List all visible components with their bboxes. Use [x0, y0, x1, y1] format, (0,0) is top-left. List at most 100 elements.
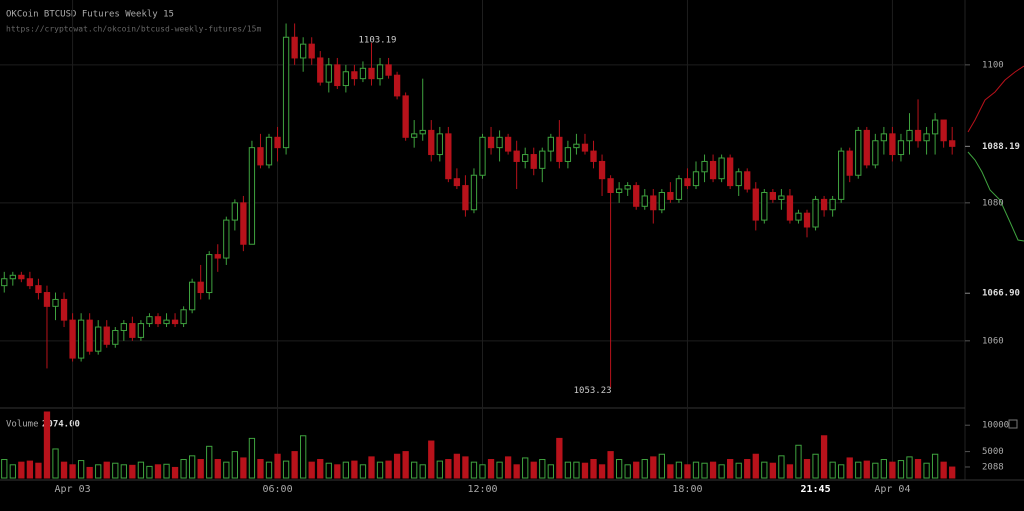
volume-bar: [897, 460, 905, 479]
candle-body: [240, 202, 247, 245]
candle-body: [43, 292, 51, 307]
candle-body: [641, 195, 648, 207]
close-button[interactable]: [1008, 419, 1018, 429]
candle-body: [206, 254, 213, 294]
candle-body: [744, 171, 751, 190]
candle-body: [77, 319, 85, 359]
volume-bar: [154, 464, 162, 479]
candle-body: [120, 323, 127, 331]
candle-body: [103, 326, 110, 345]
candle-body: [786, 195, 794, 221]
volume-bar: [863, 460, 870, 479]
candle-body: [829, 198, 836, 211]
volume-bar: [103, 461, 110, 479]
volume-bar: [914, 459, 922, 479]
volume-bar: [906, 456, 913, 479]
candle-body: [402, 95, 409, 138]
volume-bar: [786, 464, 794, 479]
extreme-label: 1053.23: [574, 386, 612, 396]
volume-bar: [18, 461, 25, 479]
volume-bar: [778, 455, 785, 479]
candle-body: [470, 174, 478, 211]
candle-body: [453, 178, 461, 187]
candle-body: [112, 329, 119, 345]
candle-body: [487, 136, 495, 149]
volume-bar: [556, 437, 563, 479]
volume-bar: [607, 451, 614, 479]
chart-title: OKCoin BTCUSD Futures Weekly 15: [6, 10, 174, 20]
volume-bar: [248, 437, 256, 479]
candle-body: [735, 171, 742, 187]
candle-body: [752, 188, 759, 221]
volume-bar: [325, 462, 332, 479]
depth-asks: [967, 65, 1024, 133]
candle-body: [778, 195, 785, 200]
volume-bar: [496, 461, 503, 479]
volume-bar: [522, 457, 529, 479]
volume-bar: [470, 461, 478, 479]
volume-bar: [274, 453, 281, 479]
volume-bar: [342, 461, 350, 479]
volume-bar: [129, 464, 136, 479]
y-tick-label: 1080: [982, 198, 1004, 208]
price-marker-label: 1066.90: [982, 289, 1020, 299]
volume-bar: [598, 464, 606, 479]
volume-bar: [163, 463, 170, 479]
candle-body: [650, 195, 657, 211]
volume-bar: [590, 459, 597, 479]
candle-body: [761, 191, 768, 221]
volume-bar: [52, 448, 59, 479]
candle-body: [368, 67, 375, 80]
candle-body: [530, 154, 537, 169]
x-tick-label: 18:00: [672, 484, 702, 495]
candle-body: [129, 323, 136, 338]
volume-bar: [453, 453, 461, 479]
volume-bar: [26, 460, 34, 479]
candle-body: [914, 129, 922, 142]
candle-body: [18, 274, 25, 280]
candle-body: [376, 64, 384, 80]
volume-bar: [180, 459, 187, 479]
volume-bar: [146, 465, 153, 479]
candle-body: [35, 285, 42, 294]
volume-bar: [86, 466, 93, 479]
volume-bar: [385, 460, 392, 479]
candle-body: [727, 157, 734, 187]
candle-body: [504, 136, 512, 152]
candle-body: [624, 185, 631, 190]
candle-body: [26, 278, 34, 287]
candle-body: [795, 212, 802, 221]
volume-bar: [624, 464, 631, 479]
candle-body: [598, 160, 606, 180]
y-tick-label: 1100: [982, 60, 1004, 70]
candle-body: [9, 274, 16, 280]
x-tick-label: 12:00: [467, 484, 497, 495]
candle-body: [231, 202, 238, 221]
candle-body: [718, 157, 725, 180]
x-tick-label: Apr 04: [874, 484, 910, 495]
volume-bar: [931, 453, 939, 479]
candle-body: [897, 140, 905, 156]
candle-body: [154, 316, 162, 325]
volume-bar: [923, 462, 930, 479]
volume-bar: [744, 459, 751, 479]
volume-bar: [95, 464, 102, 479]
candle-body: [931, 119, 939, 135]
volume-bar: [206, 445, 213, 479]
volume-bar: [581, 462, 589, 479]
volume-bar: [137, 461, 145, 479]
candle-body: [411, 133, 418, 138]
x-tick-label: Apr 03: [55, 484, 91, 495]
volume-bar: [231, 451, 238, 479]
volume-bar: [171, 466, 179, 479]
candle-body: [581, 143, 589, 152]
volume-bar: [120, 464, 127, 479]
volume-bar: [60, 461, 68, 479]
volume-bar: [223, 461, 230, 479]
volume-bar: [530, 461, 537, 479]
candle-body: [300, 43, 307, 59]
candle-body: [69, 319, 76, 359]
candle-body: [146, 316, 153, 325]
volume-bar: [889, 461, 896, 479]
